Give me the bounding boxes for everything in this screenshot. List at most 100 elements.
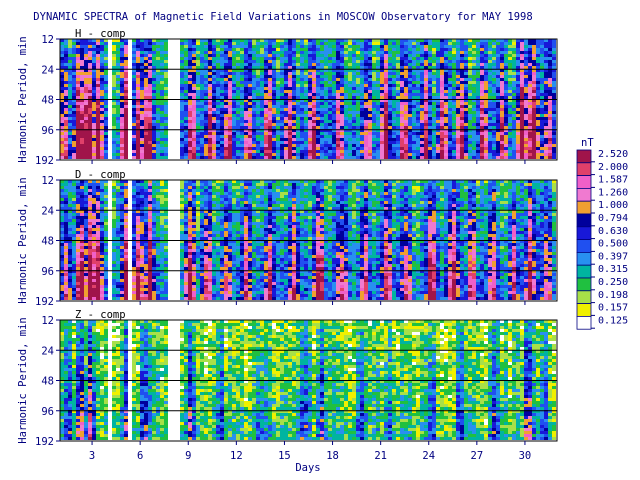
heatmap-cell — [444, 78, 448, 81]
heatmap-cell — [360, 39, 364, 42]
heatmap-cell — [372, 72, 376, 75]
heatmap-cell — [512, 105, 516, 108]
heatmap-cell — [112, 72, 116, 75]
heatmap-cell — [408, 54, 412, 57]
heatmap-cell — [268, 123, 272, 126]
heatmap-cell — [208, 141, 212, 144]
heatmap-cell — [424, 75, 428, 78]
heatmap-cell — [116, 66, 120, 69]
heatmap-cell — [304, 60, 308, 63]
heatmap-cell — [156, 45, 160, 48]
heatmap-cell — [364, 66, 368, 69]
heatmap-cell — [312, 84, 316, 87]
heatmap-cell — [376, 93, 380, 96]
heatmap-cell — [400, 126, 404, 129]
heatmap-cell — [380, 111, 384, 114]
heatmap-cell — [308, 117, 312, 120]
heatmap-cell — [440, 135, 444, 138]
heatmap-cell — [272, 141, 276, 144]
heatmap-cell — [60, 279, 64, 282]
heatmap-cell — [244, 150, 248, 153]
heatmap-cell — [212, 57, 216, 60]
heatmap-cell — [496, 39, 500, 42]
heatmap-cell — [264, 150, 268, 153]
heatmap-cell — [488, 138, 492, 141]
heatmap-cell — [136, 75, 140, 78]
heatmap-cell — [360, 102, 364, 105]
heatmap-cell — [392, 114, 396, 117]
heatmap-cell — [100, 45, 104, 48]
heatmap-cell — [520, 39, 524, 42]
heatmap-cell — [552, 72, 556, 75]
heatmap-cell — [96, 57, 100, 60]
heatmap-cell — [516, 147, 520, 150]
heatmap-cell — [344, 153, 348, 156]
heatmap-cell — [528, 147, 532, 150]
heatmap-cell — [116, 135, 120, 138]
heatmap-cell — [64, 180, 68, 183]
heatmap-cell — [240, 48, 244, 51]
heatmap-cell — [356, 72, 360, 75]
heatmap-cell — [260, 84, 264, 87]
heatmap-cell — [252, 93, 256, 96]
heatmap-cell — [76, 201, 80, 204]
heatmap-cell — [416, 39, 420, 42]
heatmap-cell — [368, 120, 372, 123]
heatmap-cell — [244, 72, 248, 75]
heatmap-cell — [416, 123, 420, 126]
heatmap-cell — [240, 39, 244, 42]
heatmap-cell — [88, 141, 92, 144]
heatmap-cell — [520, 54, 524, 57]
heatmap-cell — [160, 150, 164, 153]
heatmap-cell — [400, 114, 404, 117]
heatmap-cell — [452, 39, 456, 42]
heatmap-cell — [492, 93, 496, 96]
heatmap-cell — [148, 66, 152, 69]
heatmap-cell — [424, 93, 428, 96]
heatmap-cell — [316, 138, 320, 141]
heatmap-cell — [428, 123, 432, 126]
heatmap-cell — [364, 39, 368, 42]
heatmap-cell — [232, 90, 236, 93]
heatmap-cell — [236, 57, 240, 60]
heatmap-cell — [480, 150, 484, 153]
heatmap-cell — [88, 69, 92, 72]
heatmap-cell — [356, 78, 360, 81]
heatmap-cell — [300, 102, 304, 105]
heatmap-cell — [384, 51, 388, 54]
heatmap-cell — [272, 153, 276, 156]
heatmap-cell — [412, 132, 416, 135]
heatmap-cell — [420, 63, 424, 66]
heatmap-cell — [144, 54, 148, 57]
heatmap-cell — [308, 57, 312, 60]
heatmap-cell — [76, 273, 80, 276]
heatmap-cell — [384, 153, 388, 156]
heatmap-cell — [496, 75, 500, 78]
heatmap-cell — [324, 114, 328, 117]
heatmap-cell — [232, 60, 236, 63]
heatmap-cell — [160, 120, 164, 123]
heatmap-cell — [320, 102, 324, 105]
heatmap-cell — [392, 153, 396, 156]
heatmap-cell — [532, 51, 536, 54]
heatmap-cell — [468, 42, 472, 45]
heatmap-cell — [260, 150, 264, 153]
heatmap-cell — [248, 141, 252, 144]
heatmap-cell — [208, 120, 212, 123]
heatmap-cell — [192, 45, 196, 48]
heatmap-cell — [368, 93, 372, 96]
heatmap-cell — [424, 96, 428, 99]
heatmap-cell — [304, 132, 308, 135]
heatmap-cell — [180, 123, 184, 126]
heatmap-cell — [140, 66, 144, 69]
heatmap-cell — [272, 69, 276, 72]
heatmap-cell — [520, 60, 524, 63]
heatmap-cell — [72, 129, 76, 132]
heatmap-cell — [292, 45, 296, 48]
heatmap-cell — [460, 87, 464, 90]
heatmap-cell — [476, 141, 480, 144]
heatmap-cell — [524, 75, 528, 78]
heatmap-cell — [412, 90, 416, 93]
heatmap-cell — [296, 132, 300, 135]
heatmap-cell — [468, 69, 472, 72]
